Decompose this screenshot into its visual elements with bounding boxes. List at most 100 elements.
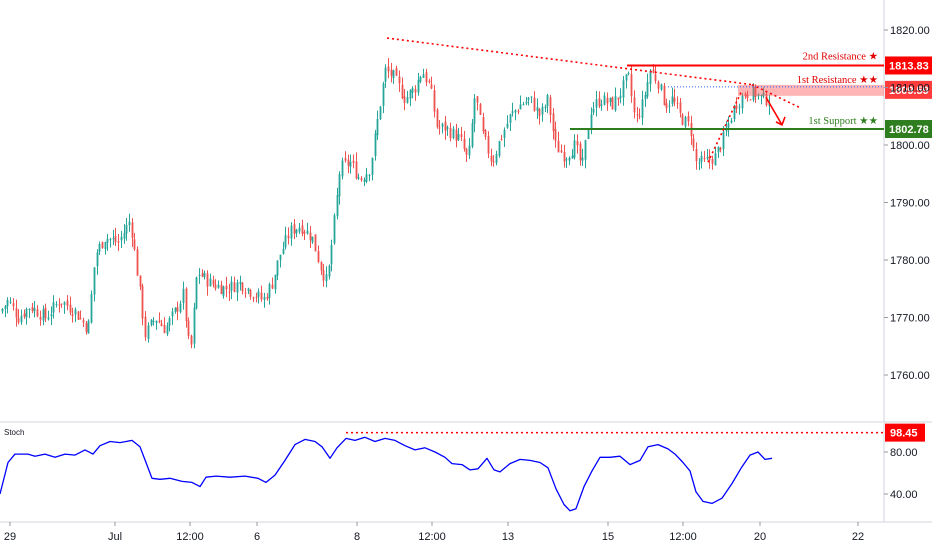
x-tick-label: 8 xyxy=(354,531,360,543)
candle-body xyxy=(487,136,490,154)
candle-body xyxy=(168,318,171,326)
candle-body xyxy=(417,79,420,93)
candle-body xyxy=(69,304,72,313)
candle-body xyxy=(98,244,101,252)
candle-body xyxy=(352,160,355,163)
candle-body xyxy=(471,123,474,147)
candle-body xyxy=(341,160,344,177)
candle-body xyxy=(42,309,45,321)
candle-body xyxy=(190,335,193,345)
candle-body xyxy=(363,179,366,182)
candle-body xyxy=(306,230,309,234)
candle-body xyxy=(738,106,741,108)
candle-body xyxy=(630,74,633,97)
candle-body xyxy=(457,134,460,140)
candle-body xyxy=(36,309,39,317)
candle-body xyxy=(147,325,150,339)
candle-body xyxy=(463,138,466,149)
candle-body xyxy=(392,70,395,79)
candle-body xyxy=(12,303,15,307)
candle-body xyxy=(150,319,153,326)
candle-body xyxy=(598,98,601,107)
candle-body xyxy=(514,110,517,113)
candle-body xyxy=(96,252,99,267)
candle-body xyxy=(563,151,566,162)
candle-body xyxy=(619,95,622,99)
candle-body xyxy=(733,105,736,120)
candle-body xyxy=(544,106,547,109)
candle-body xyxy=(279,254,282,261)
x-tick-label: 6 xyxy=(254,531,260,543)
first-resistance-label: 1st Resistance ★★ xyxy=(797,75,879,86)
candle-body xyxy=(247,288,250,291)
candle-body xyxy=(301,225,304,234)
candle-body xyxy=(171,311,174,317)
candle-body xyxy=(374,133,377,156)
candle-body xyxy=(584,140,587,160)
candle-body xyxy=(128,221,131,226)
candle-body xyxy=(438,127,441,129)
candle-body xyxy=(660,84,663,90)
candle-body xyxy=(141,285,144,319)
candle-body xyxy=(336,195,339,217)
candle-body xyxy=(638,115,641,117)
candle-body xyxy=(9,301,12,303)
candle-body xyxy=(649,70,652,85)
candle-body xyxy=(74,309,77,315)
candle-body xyxy=(644,94,647,100)
trendline-extension xyxy=(751,83,801,109)
candle-body xyxy=(719,147,722,150)
second-resistance-tag-text: 1813.83 xyxy=(889,60,929,72)
candle-body xyxy=(757,94,760,97)
candle-body xyxy=(203,272,206,278)
candle-body xyxy=(752,86,755,100)
candle-body xyxy=(106,238,109,243)
down-arrow-head xyxy=(775,116,786,126)
candle-body xyxy=(79,318,82,320)
candle-body xyxy=(328,265,331,277)
candle-body xyxy=(749,99,752,101)
candle-body xyxy=(252,297,255,299)
candle-body xyxy=(387,66,390,72)
candles xyxy=(1,58,771,349)
candle-body xyxy=(15,308,18,318)
x-tick-label: 22 xyxy=(852,531,864,543)
axes: 1820.00 1810.00 1800.00 1790.00 1780.00 1770.… xyxy=(4,25,930,543)
candle-body xyxy=(679,102,682,113)
first-resistance-tag-text: 1809.59 xyxy=(889,85,929,97)
candle-body xyxy=(441,123,444,127)
candle-body xyxy=(663,85,666,106)
candle-body xyxy=(131,222,134,238)
candle-body xyxy=(233,282,236,292)
stoch-y-tick-label: 40.00 xyxy=(890,489,918,501)
candle-body xyxy=(193,307,196,344)
candle-body xyxy=(6,299,9,307)
candle-body xyxy=(509,114,512,123)
candle-body xyxy=(430,84,433,89)
candle-body xyxy=(444,121,447,131)
candle-body xyxy=(55,304,58,306)
candle-body xyxy=(144,316,147,338)
candle-body xyxy=(668,105,671,107)
candle-body xyxy=(730,120,733,123)
levels: 2nd Resistance ★ 1st Resistance ★★ 1st Sup… xyxy=(570,51,932,139)
candle-body xyxy=(236,282,239,293)
candle-body xyxy=(711,158,714,164)
candle-body xyxy=(290,225,293,239)
candle-body xyxy=(47,317,50,320)
first-support-label: 1st Support ★★ xyxy=(808,116,878,127)
candle-body xyxy=(698,162,701,164)
candle-body xyxy=(222,286,225,296)
candle-body xyxy=(66,300,69,307)
candle-body xyxy=(436,109,439,127)
candle-body xyxy=(641,99,644,119)
candle-body xyxy=(652,69,655,73)
candle-body xyxy=(511,111,514,114)
candle-body xyxy=(344,158,347,161)
candle-body xyxy=(714,153,717,166)
candle-body xyxy=(209,278,212,287)
descending-trendline xyxy=(386,37,753,86)
candle-body xyxy=(101,242,104,249)
